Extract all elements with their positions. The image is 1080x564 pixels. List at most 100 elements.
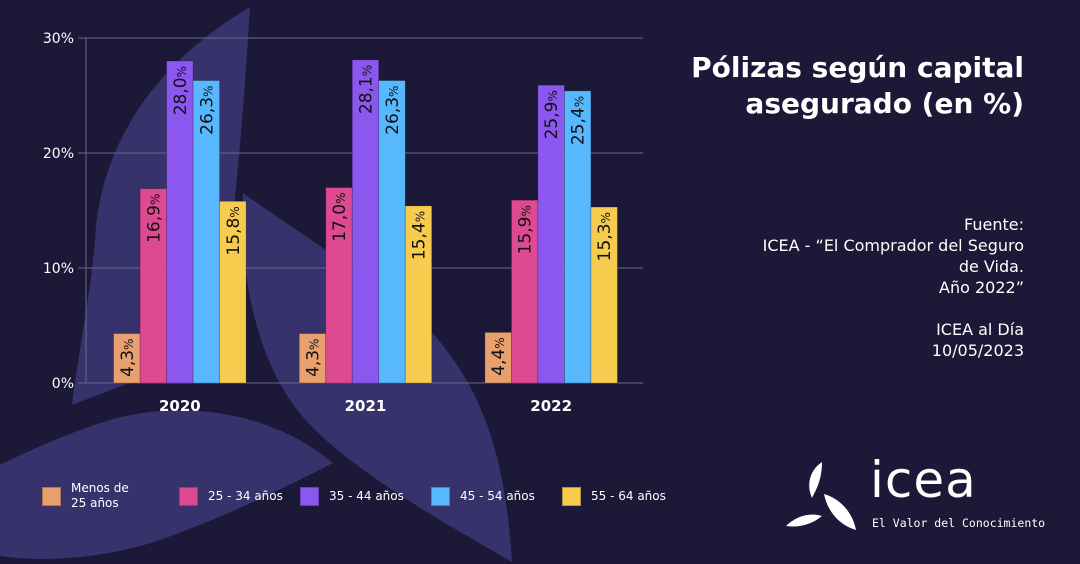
value-label: 15,3% bbox=[595, 212, 615, 261]
y-axis-ticks: 0% 10% 20% 30% bbox=[43, 31, 74, 392]
y-tick-label: 30% bbox=[43, 31, 74, 47]
value-suffix: % bbox=[599, 212, 613, 223]
bar bbox=[511, 199, 539, 384]
y-tick-label: 10% bbox=[43, 261, 74, 277]
value-suffix: % bbox=[387, 86, 401, 97]
value-label: 17,0% bbox=[330, 193, 350, 242]
value-number: 16,9 bbox=[144, 205, 164, 243]
watermark-leaf-bottom bbox=[0, 410, 333, 559]
value-number: 25,4 bbox=[569, 107, 589, 145]
bar bbox=[404, 205, 433, 384]
value-suffix: % bbox=[228, 206, 242, 217]
value-label: 25,9% bbox=[542, 90, 562, 139]
source-line-3: de Vida. bbox=[958, 257, 1024, 276]
value-number: 4,3 bbox=[304, 350, 324, 377]
legend-label: 35 - 44 años bbox=[329, 488, 404, 503]
value-label: 15,8% bbox=[224, 206, 244, 255]
y-tick-label: 20% bbox=[43, 146, 74, 162]
value-labels: 4,3%16,9%28,0%26,3%15,8%4,3%17,0%28,1%26… bbox=[118, 65, 615, 377]
value-number: 28,1 bbox=[357, 76, 377, 114]
icea-logo: icea El Valor del Conocimiento bbox=[786, 452, 1046, 538]
logo-wordmark: icea bbox=[870, 451, 977, 509]
legend-item: 45 - 54 años bbox=[431, 480, 535, 512]
bar bbox=[192, 80, 220, 384]
bar bbox=[484, 331, 512, 384]
bar bbox=[113, 333, 141, 384]
x-axis-labels: 2020 2021 2022 bbox=[159, 397, 572, 415]
legend-swatch bbox=[42, 486, 61, 506]
chart-title-line-2: asegurado (en %) bbox=[745, 87, 1024, 120]
bar bbox=[590, 206, 618, 384]
value-label: 16,9% bbox=[144, 194, 164, 243]
value-suffix: % bbox=[122, 339, 136, 350]
legend-item: Menos de 25 años bbox=[42, 480, 129, 512]
bar bbox=[219, 200, 247, 384]
value-number: 15,3 bbox=[595, 223, 615, 261]
bar bbox=[166, 60, 194, 384]
value-number: 17,0 bbox=[330, 204, 350, 242]
value-label: 4,4% bbox=[489, 337, 509, 375]
legend-label: 55 - 64 años bbox=[591, 488, 666, 503]
legend-item: 25 - 34 años bbox=[179, 480, 283, 512]
source-line-2: ICEA - “El Comprador del Seguro bbox=[762, 236, 1024, 255]
x-tick-label: 2020 bbox=[159, 397, 201, 415]
publication-date: 10/05/2023 bbox=[931, 341, 1024, 360]
value-suffix: % bbox=[546, 90, 560, 101]
value-suffix: % bbox=[414, 211, 428, 222]
publication-name: ICEA al Día bbox=[936, 320, 1024, 339]
value-suffix: % bbox=[334, 193, 348, 204]
legend-swatch bbox=[562, 486, 581, 506]
legend-swatch bbox=[179, 486, 198, 506]
value-suffix: % bbox=[573, 96, 587, 107]
value-label: 15,4% bbox=[410, 211, 430, 260]
value-suffix: % bbox=[201, 86, 215, 97]
bar bbox=[298, 333, 327, 384]
y-tick-label: 0% bbox=[52, 376, 74, 392]
bar bbox=[351, 59, 380, 384]
bar-chart: 0%10%20%30% 4,3%16,9%28,0%26,3%15,8%4,3%… bbox=[43, 31, 643, 415]
chart-legend: Menos de 25 años 25 - 34 años 35 - 44 añ… bbox=[0, 480, 680, 516]
logo-tagline: El Valor del Conocimiento bbox=[872, 516, 1046, 530]
value-label: 15,9% bbox=[516, 205, 536, 254]
value-suffix: % bbox=[520, 205, 534, 216]
value-number: 28,0 bbox=[171, 77, 191, 115]
legend-item: 35 - 44 años bbox=[300, 480, 404, 512]
bars bbox=[113, 59, 618, 384]
legend-swatch bbox=[431, 486, 450, 506]
source-line-4: Año 2022” bbox=[939, 278, 1024, 297]
value-label: 4,3% bbox=[118, 339, 138, 377]
value-number: 15,8 bbox=[224, 218, 244, 256]
x-tick-label: 2021 bbox=[345, 397, 387, 415]
value-suffix: % bbox=[175, 66, 189, 77]
value-suffix: % bbox=[493, 337, 507, 348]
chart-title: Pólizas según capital asegurado (en %) bbox=[604, 50, 1024, 122]
value-number: 26,3 bbox=[383, 97, 403, 135]
value-label: 26,3% bbox=[383, 86, 403, 135]
value-number: 15,4 bbox=[410, 222, 430, 260]
value-label: 26,3% bbox=[197, 86, 217, 135]
source-note: Fuente: ICEA - “El Comprador del Seguro … bbox=[704, 214, 1024, 361]
bar bbox=[564, 90, 592, 384]
legend-label: 45 - 54 años bbox=[460, 488, 535, 503]
legend-item: 55 - 64 años bbox=[562, 480, 666, 512]
value-label: 28,0% bbox=[171, 66, 191, 115]
value-number: 4,3 bbox=[118, 350, 138, 377]
value-label: 25,4% bbox=[569, 96, 589, 145]
legend-swatch bbox=[300, 486, 319, 506]
value-number: 26,3 bbox=[197, 97, 217, 135]
value-number: 25,9 bbox=[542, 102, 562, 140]
legend-label: 25 - 34 años bbox=[208, 488, 283, 503]
chart-title-line-1: Pólizas según capital bbox=[691, 51, 1024, 84]
value-label: 4,3% bbox=[304, 339, 324, 377]
x-tick-label: 2022 bbox=[530, 397, 572, 415]
value-label: 28,1% bbox=[357, 65, 377, 114]
value-number: 15,9 bbox=[516, 217, 536, 255]
legend-label: Menos de 25 años bbox=[71, 481, 129, 510]
icea-leaves-icon bbox=[786, 462, 856, 530]
value-suffix: % bbox=[308, 339, 322, 350]
value-suffix: % bbox=[361, 65, 375, 76]
value-number: 4,4 bbox=[489, 349, 509, 376]
source-line-1: Fuente: bbox=[964, 215, 1024, 234]
bar bbox=[325, 187, 353, 384]
value-suffix: % bbox=[148, 194, 162, 205]
